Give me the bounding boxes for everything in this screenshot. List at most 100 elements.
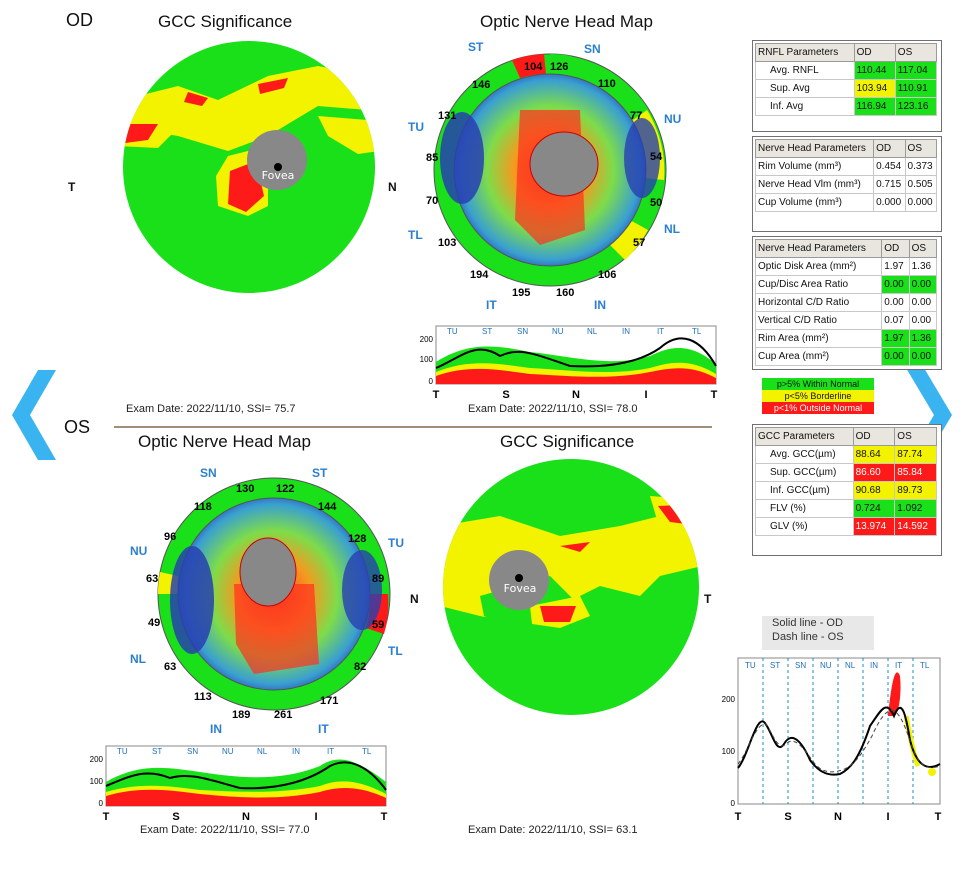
- od-sector-in1: 160: [556, 287, 574, 299]
- legend-outside-normal: p<1% Outside Normal: [762, 402, 874, 414]
- od-tsnit-ytick-200: 200: [420, 335, 434, 344]
- gcc-row-label: Sup. GCC(µm): [755, 463, 854, 482]
- nerve-head-table-2: Nerve Head Parameters OD OS Optic Disk A…: [754, 239, 938, 366]
- od-onh-exam-date: Exam Date: 2022/11/10, SSI= 78.0: [468, 403, 638, 415]
- os-quadrant-nu: NU: [130, 544, 148, 558]
- od-tsnit-seg-6: IT: [657, 327, 664, 336]
- compare-seg-1: ST: [770, 661, 780, 670]
- compare-axis-0: T: [735, 811, 742, 823]
- os-fovea-label: Fovea: [504, 582, 537, 595]
- rnfl-row-os: 123.16: [894, 97, 938, 116]
- od-sector-in2: 106: [598, 269, 616, 281]
- od-onh-map: 104 126 110 77 54 50 57 106 160 195 194 …: [426, 53, 667, 299]
- os-onh-title: Optic Nerve Head Map: [138, 432, 311, 451]
- os-tsnit-seg-5: IN: [292, 747, 300, 756]
- os-tsnit-axis-0: T: [103, 811, 110, 822]
- os-tsnit-seg-3: NU: [222, 747, 234, 756]
- os-sector-tl1: 59: [372, 619, 384, 631]
- od-quadrant-nu: NU: [664, 112, 682, 126]
- os-tsnit-seg-6: IT: [327, 747, 334, 756]
- od-quadrant-in: IN: [594, 298, 606, 312]
- nh2-row-label: Vertical C/D Ratio: [754, 311, 883, 330]
- os-onh-exam-date: Exam Date: 2022/11/10, SSI= 77.0: [140, 824, 310, 836]
- gcc-table: GCC Parameters OD OS Avg. GCC(µm) 88.64 87…: [755, 427, 937, 536]
- od-sector-tl1: 70: [426, 195, 438, 207]
- os-eye-label: OS: [64, 417, 91, 437]
- os-tsnit-ytick-0: 0: [99, 799, 104, 808]
- gcc-row-od: 88.64: [852, 445, 896, 464]
- compare-seg-0: TU: [745, 661, 756, 670]
- od-sector-sn1: 126: [550, 61, 568, 73]
- od-tsnit-axis-2: N: [572, 389, 580, 400]
- nh1-row-od: 0.000: [873, 193, 906, 212]
- od-sector-st1: 104: [524, 61, 543, 73]
- od-tsnit-axis-0: T: [433, 389, 440, 400]
- compare-ytick-0: 0: [731, 799, 736, 808]
- gcc-row-label: FLV (%): [755, 499, 854, 518]
- compare-axis-2: N: [834, 811, 842, 823]
- compare-axis-1: S: [784, 811, 791, 823]
- os-quadrant-sn: SN: [200, 466, 217, 480]
- nh2-row-od: 0.00: [881, 293, 910, 312]
- os-tsnit-seg-7: TL: [362, 747, 372, 756]
- os-tsnit-seg-1: ST: [152, 747, 162, 756]
- compare-seg-2: SN: [795, 661, 806, 670]
- nerve-head-panel-1: Nerve Head Parameters OD OS Rim Volume (…: [752, 136, 942, 232]
- od-quadrant-it: IT: [486, 298, 497, 312]
- rnfl-row-label: Sup. Avg: [755, 79, 855, 98]
- od-tsnit-axis-3: I: [644, 389, 647, 400]
- od-quadrant-tu: TU: [408, 120, 424, 134]
- os-sector-nu1: 63: [146, 573, 158, 585]
- os-tsnit-axis-1: S: [172, 811, 179, 822]
- gcc-row-label: Inf. GCC(µm): [755, 481, 854, 500]
- compare-axis-3: I: [886, 811, 889, 823]
- od-gcc-side-left: T: [68, 180, 76, 194]
- nh2-row-od: 0.00: [881, 347, 910, 366]
- os-tsnit-ytick-100: 100: [90, 777, 104, 786]
- legend-borderline: p<5% Borderline: [762, 390, 874, 402]
- nh2-header-label: Nerve Head Parameters: [754, 239, 883, 258]
- nh2-header-od: OD: [881, 239, 910, 258]
- os-quadrant-st: ST: [312, 466, 328, 480]
- od-quadrant-sn: SN: [584, 42, 601, 56]
- nh1-row-od: 0.715: [873, 175, 906, 194]
- os-sector-tl2: 82: [354, 661, 366, 673]
- nerve-head-panel-2: Nerve Head Parameters OD OS Optic Disk A…: [752, 236, 942, 370]
- os-sector-it2: 171: [320, 695, 338, 707]
- od-quadrant-tl: TL: [408, 228, 423, 242]
- od-tsnit-axis-1: S: [502, 389, 509, 400]
- os-sector-sn1: 130: [236, 483, 254, 495]
- nh2-row-od: 1.97: [881, 257, 910, 276]
- od-sector-tl2: 103: [438, 237, 456, 249]
- gcc-row-os: 89.73: [894, 481, 937, 500]
- nh1-header-label: Nerve Head Parameters: [754, 139, 875, 158]
- rnfl-panel: RNFL Parameters OD OS Avg. RNFL 110.44 117…: [752, 40, 942, 132]
- compare-seg-4: NL: [845, 661, 856, 670]
- previous-chevron-icon[interactable]: [12, 370, 58, 460]
- compare-ytick-100: 100: [722, 747, 736, 756]
- rnfl-row-od: 103.94: [853, 79, 896, 98]
- nh2-row-od: 0.07: [881, 311, 910, 330]
- os-tsnit-axis-4: T: [381, 811, 388, 822]
- od-tsnit-seg-0: TU: [447, 327, 458, 336]
- nerve-head-table-1: Nerve Head Parameters OD OS Rim Volume (…: [754, 139, 938, 212]
- nh1-row-label: Cup Volume (mm³): [754, 193, 875, 212]
- gcc-row-od: 90.68: [852, 481, 896, 500]
- os-sector-tu1: 89: [372, 573, 384, 585]
- compare-seg-5: IN: [870, 661, 878, 670]
- compare-tsnit-chart: TU ST SN NU NL IN IT TL 200 100 0 T S N …: [722, 657, 942, 823]
- os-gcc-map: Fovea: [443, 459, 699, 715]
- gcc-row-label: Avg. GCC(µm): [755, 445, 854, 464]
- nh1-row-label: Rim Volume (mm³): [754, 157, 875, 176]
- rnfl-row-os: 117.04: [894, 61, 938, 80]
- od-sector-nl1: 50: [650, 197, 662, 209]
- od-sector-it2: 194: [470, 269, 489, 281]
- od-sector-nu1: 54: [650, 151, 663, 163]
- od-tsnit-axis-4: T: [711, 389, 718, 400]
- os-quadrant-in: IN: [210, 722, 222, 736]
- os-sector-nl2: 63: [164, 661, 176, 673]
- nh1-row-os: 0.373: [904, 157, 938, 176]
- compare-seg-7: TL: [920, 661, 930, 670]
- os-onh-map: 130 122 144 128 89 59 82 171 261 189 113…: [146, 477, 391, 721]
- od-quadrant-nl: NL: [664, 222, 680, 236]
